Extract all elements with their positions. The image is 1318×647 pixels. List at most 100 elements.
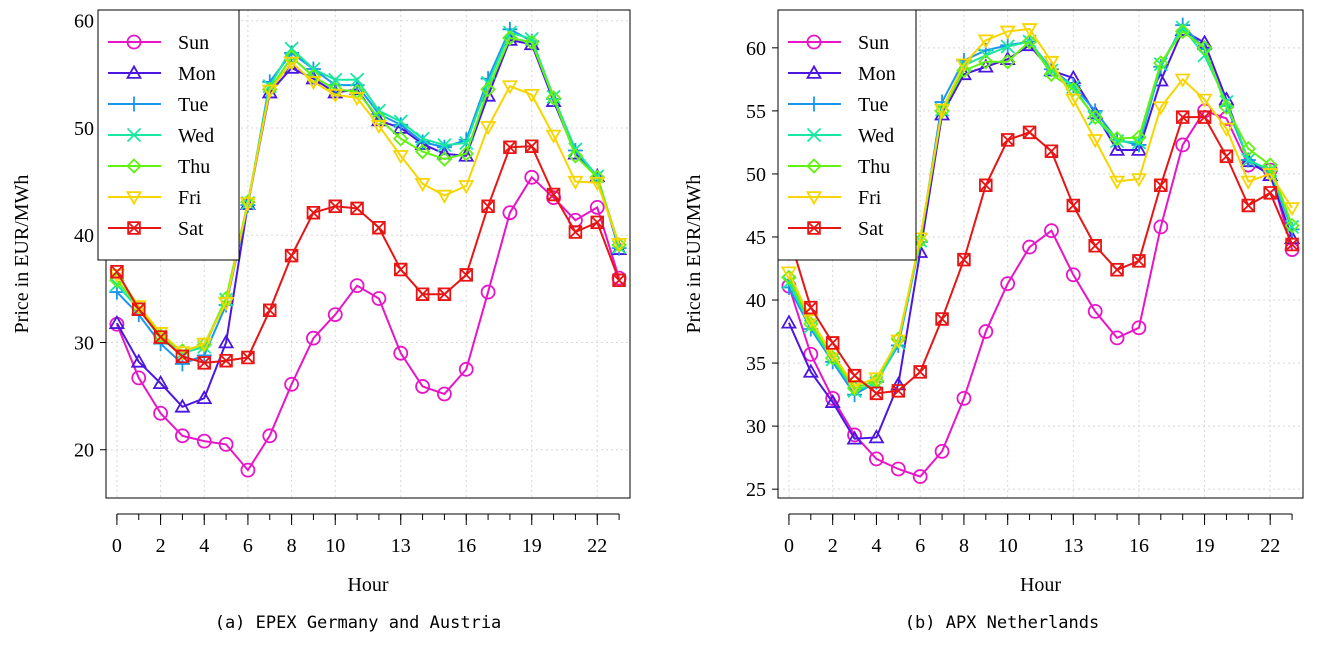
data-point <box>196 389 213 405</box>
data-point <box>349 72 365 87</box>
x-tick-label: 22 <box>1260 535 1280 557</box>
y-tick-label: 50 <box>746 164 766 186</box>
data-point <box>890 461 906 477</box>
data-point <box>612 273 626 288</box>
data-point <box>175 349 190 364</box>
data-point <box>1284 202 1301 217</box>
x-tick-label: 16 <box>1129 535 1149 557</box>
series-sat <box>110 139 626 370</box>
data-point <box>957 252 971 267</box>
data-point <box>502 30 518 46</box>
data-point <box>197 356 211 370</box>
data-point <box>1262 168 1279 183</box>
data-point <box>935 312 949 326</box>
data-point <box>459 268 473 282</box>
data-point <box>108 314 125 329</box>
data-point <box>1044 144 1059 158</box>
data-point <box>803 316 819 332</box>
x-tick-label: 10 <box>325 535 345 557</box>
data-point <box>1285 237 1299 252</box>
x-axis: 0 2 4 6 8 10 13 16 19 22 <box>784 513 1293 557</box>
data-point <box>130 353 147 368</box>
data-point <box>891 384 906 398</box>
data-point <box>781 269 797 286</box>
data-point <box>1196 40 1213 56</box>
data-point <box>131 370 147 386</box>
data-point <box>802 363 819 378</box>
data-point <box>306 330 321 346</box>
data-point <box>1174 23 1191 40</box>
y-tick-label: 25 <box>746 479 766 501</box>
x-tick-label: 4 <box>871 535 881 557</box>
data-point <box>480 284 496 300</box>
x-tick-label: 8 <box>959 535 969 557</box>
y-axis-title: Price in EUR/MWh <box>683 175 705 334</box>
data-point <box>545 90 562 106</box>
x-tick-label: 0 <box>112 535 122 557</box>
data-point <box>999 53 1016 70</box>
data-point <box>1087 303 1103 319</box>
data-point <box>480 87 497 102</box>
data-point <box>349 92 366 107</box>
data-point <box>1218 99 1235 115</box>
data-point <box>349 278 365 294</box>
data-point <box>415 287 430 301</box>
data-point <box>1218 122 1235 137</box>
data-point <box>545 129 562 144</box>
data-point <box>890 376 907 391</box>
series-line-sun <box>115 175 621 472</box>
data-point <box>263 303 277 318</box>
data-point <box>1174 73 1191 88</box>
legend-label-wed: Wed <box>858 125 894 147</box>
data-point <box>523 88 540 104</box>
data-point <box>546 187 561 202</box>
data-point <box>824 350 841 366</box>
data-point <box>847 368 862 383</box>
legend-label-mon: Mon <box>858 63 896 85</box>
data-point <box>524 169 540 185</box>
x-axis-title: Hour <box>347 574 388 596</box>
data-point <box>218 334 235 349</box>
legend-label-mon: Mon <box>178 63 216 85</box>
data-point <box>868 372 885 387</box>
data-point <box>1000 276 1016 292</box>
data-point <box>241 350 255 365</box>
data-point <box>1153 219 1169 235</box>
grid <box>106 10 630 498</box>
data-point <box>1109 141 1126 156</box>
legend-label-tue: Tue <box>858 94 889 116</box>
data-point <box>1263 186 1277 200</box>
data-point <box>153 330 168 344</box>
data-point <box>803 346 819 362</box>
data-point <box>589 199 605 215</box>
data-point <box>1131 320 1147 336</box>
x-tick-label: 6 <box>915 535 925 557</box>
data-point <box>802 314 819 329</box>
data-point <box>1044 223 1059 239</box>
data-point <box>284 41 299 56</box>
data-point <box>480 121 497 136</box>
data-point <box>1131 129 1147 146</box>
data-point <box>1109 330 1125 346</box>
y-tick-label: 60 <box>74 11 94 33</box>
legend-marker <box>126 96 142 112</box>
y-tick-label: 30 <box>74 332 94 354</box>
legend-marker <box>806 34 822 50</box>
legend-marker <box>807 221 821 235</box>
data-point <box>1065 81 1082 98</box>
data-point <box>890 334 907 349</box>
data-point <box>262 428 278 444</box>
data-point <box>1219 149 1234 164</box>
data-point <box>804 300 818 315</box>
legend-label-sun: Sun <box>178 32 209 54</box>
y-tick-label: 50 <box>74 118 94 140</box>
data-point <box>1000 133 1015 147</box>
data-point <box>1154 178 1168 193</box>
data-point <box>780 314 797 329</box>
legend-marker <box>806 96 822 112</box>
legend-label-thu: Thu <box>178 156 210 178</box>
data-point <box>567 148 584 164</box>
data-point <box>436 151 453 167</box>
data-point <box>1284 217 1300 234</box>
data-point <box>393 345 409 361</box>
